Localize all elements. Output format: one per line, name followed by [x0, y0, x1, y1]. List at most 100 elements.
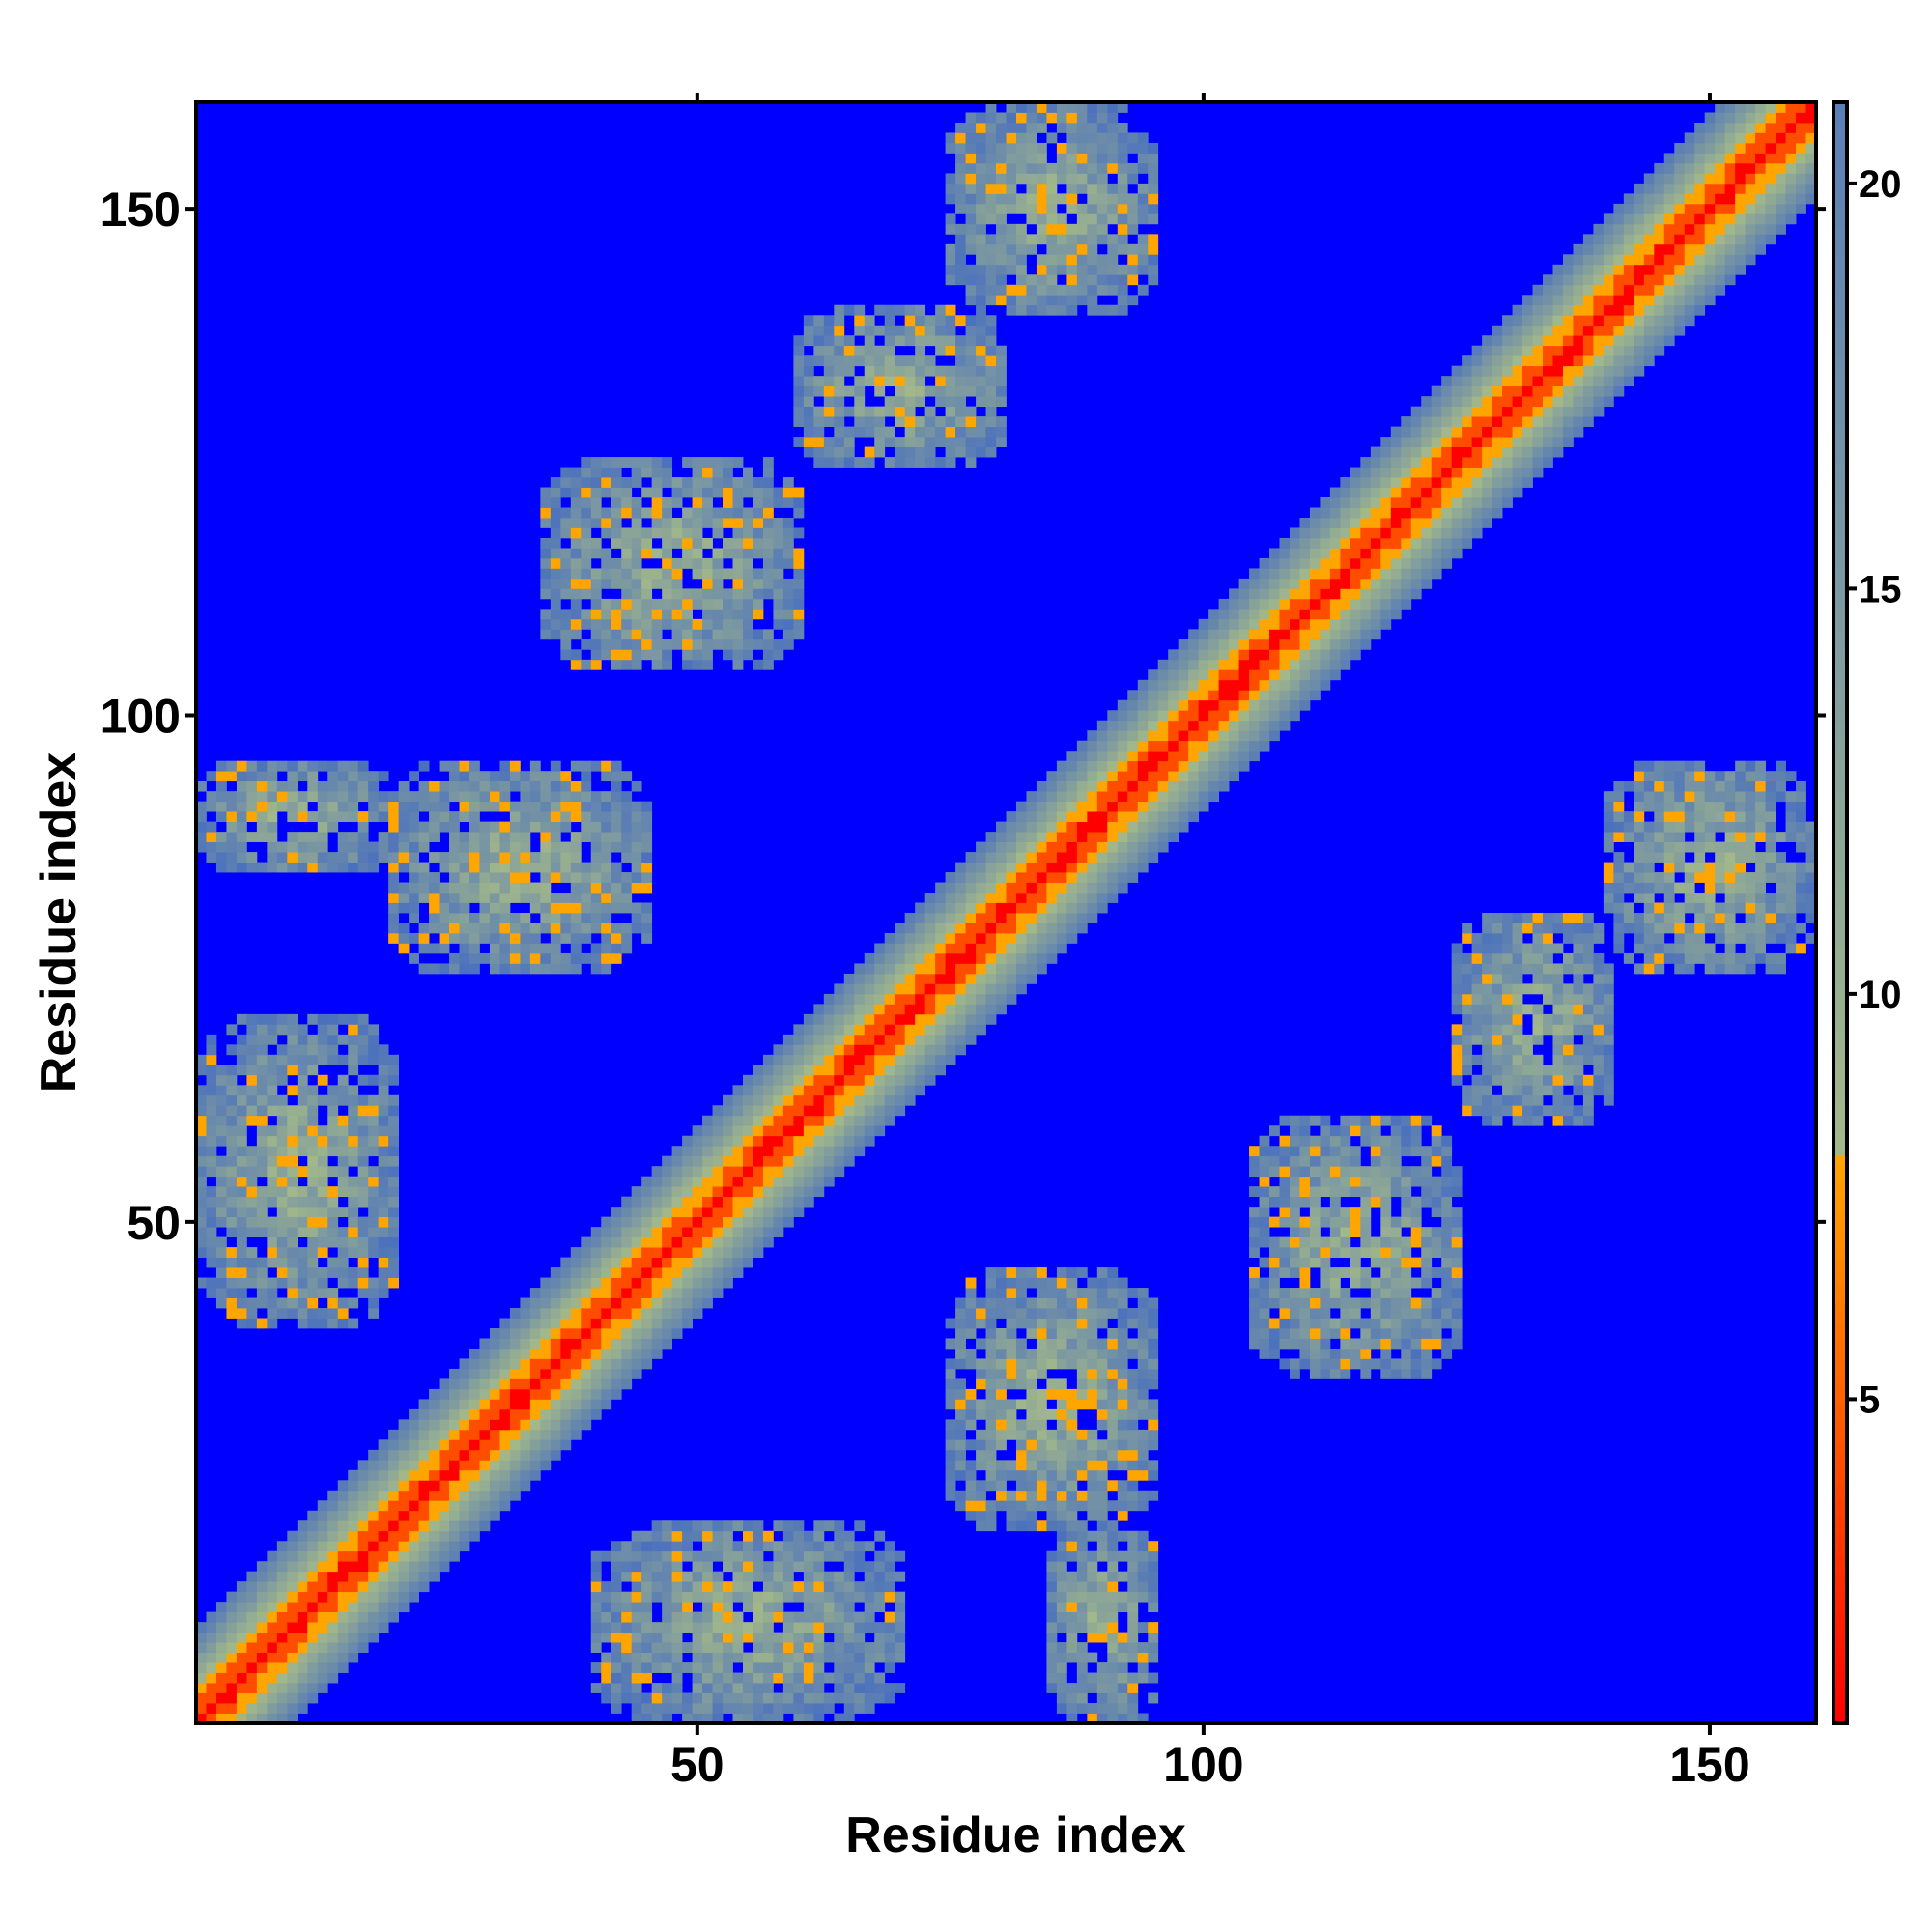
heatmap-cell — [924, 923, 936, 934]
heatmap-cell — [206, 1236, 217, 1248]
heatmap-cell — [1066, 1591, 1078, 1603]
heatmap-cell — [1046, 254, 1058, 266]
heatmap-cell — [449, 852, 460, 863]
heatmap-cell — [550, 548, 561, 559]
heatmap-cell — [529, 1388, 541, 1400]
heatmap-cell — [976, 437, 986, 447]
heatmap-cell — [904, 1044, 916, 1056]
heatmap-cell — [671, 1166, 683, 1178]
heatmap-cell — [550, 1308, 561, 1319]
heatmap-cell — [581, 893, 592, 903]
heatmap-cell — [378, 771, 389, 782]
heatmap-cell — [924, 952, 936, 964]
heatmap-cell — [1076, 153, 1088, 164]
heatmap-cell — [945, 315, 956, 327]
heatmap-cell — [540, 557, 552, 569]
heatmap-cell — [196, 821, 207, 833]
heatmap-cell — [307, 781, 319, 792]
heatmap-cell — [226, 1662, 238, 1673]
heatmap-cell — [793, 1125, 805, 1137]
heatmap-cell — [590, 1591, 602, 1603]
heatmap-cell — [1117, 183, 1128, 194]
heatmap-cell — [1006, 153, 1017, 164]
heatmap-cell — [651, 1683, 663, 1693]
heatmap-cell — [976, 1308, 986, 1319]
heatmap-cell — [904, 973, 916, 984]
heatmap-cell — [529, 943, 541, 954]
heatmap-cell — [782, 1034, 794, 1045]
heatmap-cell — [762, 1166, 774, 1178]
heatmap-cell — [287, 1591, 298, 1603]
heatmap-cell — [570, 811, 582, 823]
heatmap-cell — [895, 1611, 906, 1623]
heatmap-cell — [581, 1308, 592, 1319]
heatmap-cell — [581, 578, 592, 589]
heatmap-cell — [985, 1338, 997, 1350]
heatmap-cell — [662, 1622, 673, 1634]
heatmap-cell — [1015, 1267, 1027, 1278]
heatmap-cell — [469, 1490, 480, 1501]
heatmap-cell — [256, 1713, 268, 1724]
heatmap-cell — [985, 1004, 997, 1015]
heatmap-cell — [1015, 254, 1027, 266]
heatmap-cell — [1087, 1429, 1098, 1440]
heatmap-cell — [976, 1297, 986, 1309]
heatmap-cell — [945, 183, 956, 194]
heatmap-cell — [327, 1054, 339, 1065]
heatmap-cell — [1127, 274, 1139, 286]
heatmap-cell — [1107, 1419, 1119, 1431]
heatmap-cell — [581, 1318, 592, 1329]
heatmap-cell — [965, 973, 977, 984]
heatmap-cell — [1056, 1662, 1067, 1673]
heatmap-cell — [1066, 1692, 1078, 1704]
heatmap-cell — [712, 1236, 724, 1248]
heatmap-cell — [884, 1611, 895, 1623]
heatmap-cell — [1046, 1642, 1058, 1653]
heatmap-cell — [834, 1155, 845, 1167]
heatmap-cell — [793, 568, 805, 580]
heatmap-cell — [976, 396, 986, 408]
heatmap-cell — [692, 1267, 703, 1278]
heatmap-cell — [723, 618, 733, 630]
heatmap-cell — [671, 1662, 683, 1673]
heatmap-cell — [712, 457, 724, 468]
heatmap-cell — [723, 1146, 733, 1157]
heatmap-cell — [1107, 882, 1119, 894]
heatmap-cell — [378, 1490, 389, 1501]
heatmap-cell — [196, 1115, 207, 1126]
heatmap-cell — [1056, 913, 1067, 923]
heatmap-cell — [945, 1419, 956, 1431]
heatmap-cell — [357, 1267, 369, 1278]
heatmap-cell — [215, 1236, 227, 1248]
heatmap-cell — [287, 1186, 298, 1198]
heatmap-cell — [1036, 841, 1047, 853]
heatmap-cell — [1107, 254, 1119, 266]
heatmap-cell — [1127, 841, 1139, 853]
heatmap-cell — [1127, 1469, 1139, 1481]
heatmap-cell — [327, 1530, 339, 1542]
heatmap-cell — [732, 497, 744, 508]
heatmap-cell — [762, 659, 774, 670]
heatmap-cell — [742, 1672, 753, 1684]
heatmap-cell — [773, 1196, 784, 1208]
heatmap-cell — [662, 1541, 673, 1552]
heatmap-cell — [317, 832, 328, 842]
heatmap-cell — [864, 1683, 875, 1693]
heatmap-cell — [762, 1236, 774, 1248]
heatmap-cell — [996, 416, 1007, 427]
heatmap-cell — [702, 1692, 713, 1704]
heatmap-cell — [782, 1622, 794, 1634]
heatmap-cell — [874, 943, 886, 954]
heatmap-cell — [651, 1530, 663, 1542]
heatmap-cell — [388, 1480, 400, 1492]
heatmap-cell — [418, 1460, 430, 1471]
heatmap-cell — [1015, 122, 1027, 133]
heatmap-cell — [1006, 1408, 1017, 1420]
heatmap-cell — [236, 1135, 247, 1147]
heatmap-cell — [631, 913, 642, 923]
heatmap-cell — [287, 1034, 298, 1045]
heatmap-cell — [834, 1115, 845, 1126]
heatmap-cell — [398, 821, 410, 833]
heatmap-cell — [267, 821, 278, 833]
heatmap-cell — [1117, 1288, 1128, 1298]
